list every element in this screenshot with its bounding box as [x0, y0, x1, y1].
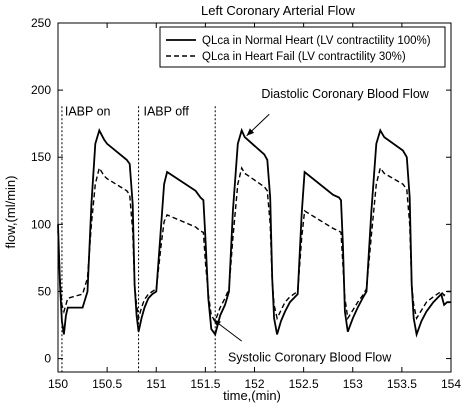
x-axis-label: time,(min) — [223, 388, 281, 403]
legend-entry: QLca in Heart Fail (LV contractility 30%… — [202, 51, 406, 63]
x-tick-label: 152.5 — [289, 377, 319, 391]
iabp-event-lines — [61, 106, 216, 372]
chart-title: Left Coronary Arterial Flow — [201, 3, 356, 18]
series-line-heart-fail — [57, 166, 451, 323]
x-tick-label: 151 — [146, 377, 166, 391]
annotation-label: IABP off — [143, 105, 189, 119]
x-tick-label: 150 — [48, 377, 68, 391]
x-tick-label: 153.5 — [387, 377, 417, 391]
x-tick-label: 153 — [343, 377, 363, 391]
x-tick-label: 150.5 — [92, 377, 122, 391]
annotation-arrow-head — [213, 319, 221, 327]
annotation-arrow-head — [246, 128, 255, 136]
annotation-label: Diastolic Coronary Blood Flow — [261, 87, 429, 101]
legend-box — [159, 26, 446, 68]
x-tick-label: 151.5 — [190, 377, 220, 391]
legend: QLca in Normal Heart (LV contractility 1… — [159, 26, 446, 68]
series-line-normal-heart — [57, 127, 451, 338]
y-axis-label: flow,(ml/min) — [3, 176, 18, 249]
y-tick-label: 150 — [31, 150, 51, 164]
y-tick-label: 50 — [38, 284, 52, 298]
annotation-label: Systolic Coronary Blood Flow — [228, 350, 392, 364]
y-tick-label: 100 — [31, 217, 51, 231]
axis-ticks: 150 150.5 151 151.5 152 152.5 153 153.5 154 0 50 10… — [31, 16, 461, 391]
legend-entry: QLca in Normal Heart (LV contractility 1… — [202, 35, 431, 47]
y-tick-label: 250 — [31, 16, 51, 30]
annotation-label: IABP on — [65, 105, 111, 119]
series-lines — [57, 127, 451, 338]
y-tick-label: 200 — [31, 83, 51, 97]
x-tick-label: 154 — [441, 377, 461, 391]
x-tick-label: 152 — [244, 377, 264, 391]
chart-annotations: IABP on IABP off Diastolic Coronary Blood … — [65, 87, 430, 364]
y-tick-label: 0 — [44, 352, 51, 366]
plot-frame — [57, 22, 452, 373]
